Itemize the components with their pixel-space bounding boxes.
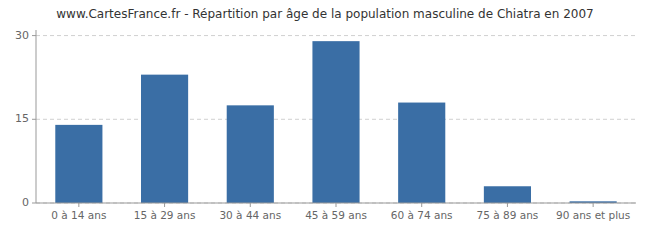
- y-tick-label: 15: [15, 112, 29, 125]
- bar: [484, 186, 531, 203]
- y-axis-line: [36, 30, 37, 203]
- bar: [141, 75, 188, 203]
- y-tick: [32, 119, 36, 120]
- grid-line: [36, 35, 636, 36]
- x-tick-label: 30 à 44 ans: [219, 209, 281, 221]
- y-tick-label: 0: [22, 196, 29, 209]
- x-tick: [78, 203, 79, 207]
- x-tick-label: 15 à 29 ans: [134, 209, 196, 221]
- bar: [312, 41, 359, 203]
- x-tick-label: 60 à 74 ans: [391, 209, 453, 221]
- x-tick: [421, 203, 422, 207]
- x-tick-label: 75 à 89 ans: [477, 209, 539, 221]
- x-tick-label: 90 ans et plus: [556, 209, 630, 221]
- x-tick-label: 0 à 14 ans: [51, 209, 106, 221]
- x-tick: [250, 203, 251, 207]
- title: www.CartesFrance.fr - Répartition par âg…: [56, 7, 593, 21]
- y-tick-label: 30: [15, 29, 29, 42]
- bar: [227, 105, 274, 203]
- x-tick-label: 45 à 59 ans: [305, 209, 367, 221]
- bar: [55, 125, 102, 203]
- bar: [398, 103, 445, 203]
- x-tick: [164, 203, 165, 207]
- bars: [55, 41, 616, 203]
- y-tick: [32, 35, 36, 36]
- chart-svg: 0 15 30 0 à 14 ans 15 à 29 ans 30 à 44 ans 45 …: [0, 0, 650, 229]
- y-tick: [32, 203, 36, 204]
- x-tick: [336, 203, 337, 207]
- chart-container: 0 15 30 0 à 14 ans 15 à 29 ans 30 à 44 ans 45 …: [0, 0, 650, 229]
- x-tick: [507, 203, 508, 207]
- x-tick: [593, 203, 594, 207]
